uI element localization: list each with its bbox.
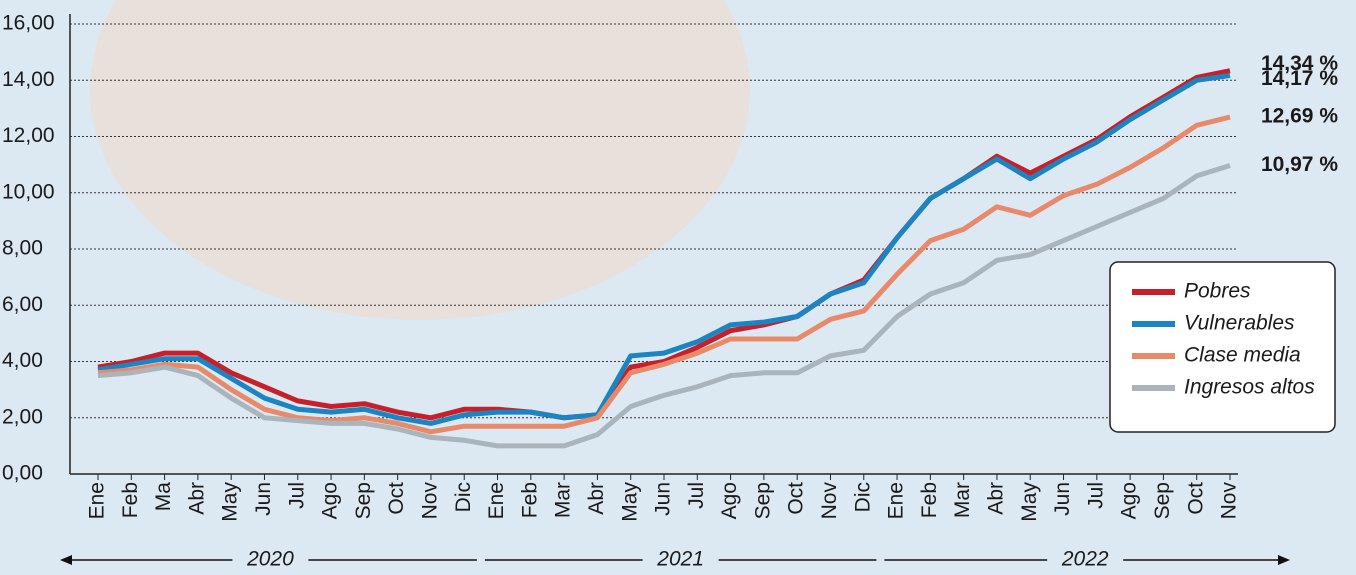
series-line [97, 73, 1231, 426]
x-tick-label: Jun [652, 482, 675, 516]
y-tick-label: 6,00 [2, 293, 43, 316]
x-tick-label: May [219, 482, 242, 522]
y-tick-label: 2,00 [2, 405, 43, 428]
x-tick-label: Abr [984, 482, 1007, 515]
x-tick-label: Oct [385, 482, 408, 515]
series-line [97, 163, 1231, 449]
year-label: 2022 [1061, 548, 1109, 571]
value-label: 14,34 % [1261, 52, 1338, 75]
legend-label: Clase media [1184, 344, 1301, 367]
y-tick-label: 8,00 [2, 237, 43, 260]
series-line [97, 68, 1231, 421]
year-label: 2021 [656, 548, 704, 571]
x-tick-label: Ago [319, 482, 342, 519]
value-label: 10,97 % [1261, 153, 1338, 176]
x-tick-label: Ago [1118, 482, 1141, 519]
x-tick-label: Abr [185, 482, 208, 515]
year-label: 2020 [246, 548, 294, 571]
x-tick-label: Feb [518, 482, 541, 518]
arrow-head [60, 555, 72, 565]
x-tick-label: Jul [685, 482, 708, 509]
x-tick-label: Jul [1084, 482, 1107, 509]
x-tick-label: Ago [718, 482, 741, 519]
x-tick-label: Sep [751, 482, 774, 519]
y-tick-label: 4,00 [2, 349, 43, 372]
x-tick-label: Ene [885, 482, 908, 519]
x-tick-label: Oct [785, 482, 808, 515]
background-hand [90, 0, 750, 320]
legend-label: Vulnerables [1184, 312, 1295, 335]
x-tick-label: Jun [252, 482, 275, 516]
y-tick-label: 12,00 [2, 124, 55, 147]
x-tick-label: Abr [585, 482, 608, 515]
arrow-head [1278, 555, 1290, 565]
x-tick-label: May [618, 482, 641, 522]
x-tick-label: Jul [285, 482, 308, 509]
x-tick-label: Mar [552, 482, 575, 518]
x-tick-label: Dic [851, 482, 874, 512]
y-tick-label: 0,00 [2, 462, 43, 485]
x-tick-label: Ma [152, 482, 175, 511]
x-tick-label: May [1018, 482, 1041, 522]
value-label: 12,69 % [1261, 105, 1338, 128]
x-tick-label: Sep [352, 482, 375, 519]
x-tick-label: Feb [119, 482, 142, 518]
legend-label: Ingresos altos [1184, 376, 1315, 399]
x-tick-label: Nov [418, 482, 441, 520]
y-tick-label: 16,00 [2, 12, 55, 35]
x-tick-label: Oct [1184, 482, 1207, 515]
x-tick-label: Jun [1051, 482, 1074, 516]
series-line [97, 114, 1231, 435]
y-tick-label: 14,00 [2, 68, 55, 91]
x-tick-label: Ene [485, 482, 508, 519]
x-tick-label: Nov [1218, 482, 1241, 520]
x-tick-label: Sep [1151, 482, 1174, 519]
y-tick-label: 10,00 [2, 180, 55, 203]
x-tick-label: Mar [951, 482, 974, 518]
value-label: 14,17 % [1261, 67, 1338, 90]
x-tick-label: Dic [452, 482, 475, 512]
x-tick-label: Nov [818, 482, 841, 520]
legend-label: Pobres [1184, 280, 1251, 303]
x-tick-label: Ene [86, 482, 109, 519]
x-tick-label: Feb [918, 482, 941, 518]
